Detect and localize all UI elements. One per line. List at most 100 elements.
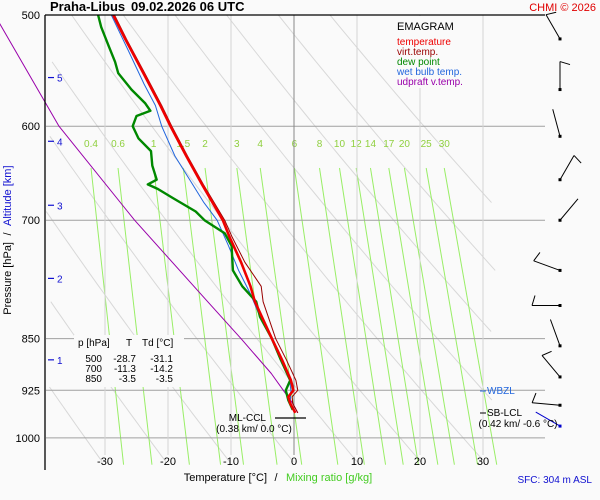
datetime: 09.02.2026 06 UTC	[131, 0, 245, 14]
wind-barb	[545, 11, 562, 41]
mixing-ratio-label: 1.5	[176, 139, 190, 150]
altitude-tick-label: 4	[57, 137, 63, 148]
temperature-tick-label: -30	[97, 456, 113, 468]
dry-adiabat	[277, 14, 496, 271]
ml-ccl-value: (0.38 km/ 0.0 °C)	[216, 424, 292, 435]
pressure-tick-label: 1000	[16, 433, 40, 445]
mixing-ratio-line	[369, 167, 419, 465]
mixing-ratio-line	[259, 167, 303, 465]
pressure-tick-label: 925	[22, 385, 40, 397]
info-table-background	[74, 335, 184, 387]
mixing-ratio-label: 6	[292, 139, 298, 150]
altitude-tick-label: 1	[57, 356, 63, 367]
altitude-tick-label: 2	[57, 274, 63, 285]
altitude-tick-label: 3	[57, 201, 63, 212]
info-table: p [hPa] T Td [°C] 500 -28.7 -31.1 700 -1…	[74, 335, 184, 387]
altitude-tick-label: 5	[57, 74, 63, 85]
mixing-ratio-label: 0.6	[111, 139, 125, 150]
wbzl-label: WBZL	[487, 386, 515, 397]
info-table-row-p: 500	[85, 354, 102, 365]
wind-barb-feather	[545, 11, 557, 16]
mixing-ratio-line	[204, 167, 244, 465]
dry-adiabat	[71, 14, 422, 463]
x-axis-separator: /	[274, 472, 278, 484]
mixing-ratio-line	[153, 167, 190, 465]
profile-series	[0, 14, 299, 414]
mixing-ratio-line	[236, 167, 278, 465]
mixing-ratio-label: 30	[439, 139, 451, 150]
legend-updraft: udpraft v.temp.	[397, 77, 463, 88]
wind-barb-feather	[531, 392, 537, 403]
wind-barb	[535, 411, 562, 428]
wind-barb	[531, 295, 562, 308]
temperature-tick-label: 10	[351, 456, 363, 468]
mixing-ratio-label: 25	[421, 139, 433, 150]
temperature-tick-label: -10	[223, 456, 239, 468]
mixing-ratio-line	[355, 167, 404, 465]
mixing-ratio-label: 14	[365, 139, 377, 150]
pressure-tick-label: 500	[22, 10, 40, 22]
temperature-tick-label: 0	[291, 456, 297, 468]
wind-barb	[549, 319, 562, 348]
info-table-row-td: -31.1	[150, 354, 173, 365]
info-table-header-t: T	[126, 338, 132, 349]
mixing-ratio-label: 20	[399, 139, 411, 150]
legend-virt-temp: virt.temp.	[397, 47, 438, 58]
x-axis-label-temperature: Temperature [°C]	[184, 472, 267, 484]
mixing-ratio-line	[425, 167, 479, 465]
info-table-row-td: -14.2	[150, 364, 173, 375]
wind-barb-staff	[552, 109, 561, 137]
wind-barb	[558, 155, 582, 182]
info-table-header-p: p [hPa]	[78, 338, 110, 349]
mixing-ratio-line	[338, 167, 387, 465]
mixing-ratio-label: 2	[202, 139, 208, 150]
sb-lcl-value: (0.42 km/ -0.6 °C)	[478, 419, 557, 430]
legend: EMAGRAM temperature virt.temp. dew point…	[393, 16, 479, 88]
mixing-ratio-line	[182, 167, 222, 465]
mixing-ratio-line	[117, 167, 153, 465]
y-axis-separator: /	[2, 232, 14, 236]
wind-barb-staff	[532, 402, 561, 406]
dry-adiabat	[51, 61, 358, 463]
dry-adiabat	[329, 14, 492, 203]
wind-barbs	[531, 11, 582, 428]
temperature-tick-label: -20	[160, 456, 176, 468]
mixing-ratio-line	[403, 167, 455, 465]
wind-barb	[558, 198, 579, 222]
temperature-tick-label: 20	[414, 456, 426, 468]
y-axis-label: Pressure [hPa] / Altitude [km]	[2, 165, 14, 314]
wind-barb-staff	[559, 198, 579, 221]
mixing-ratio-line	[319, 167, 365, 465]
dry-adiabat	[226, 14, 492, 332]
info-table-row-td: -3.5	[156, 374, 174, 385]
y-axis-label-altitude: Altitude [km]	[2, 165, 14, 226]
wind-barb-feather	[573, 155, 582, 164]
info-table-row-t: -11.3	[114, 364, 136, 375]
wind-barb-feather	[531, 295, 536, 306]
wind-barb-staff	[545, 14, 561, 40]
mixing-ratio-label: 8	[317, 139, 323, 150]
mixing-ratio-label: 10	[334, 139, 346, 150]
info-table-row-t: -28.7	[113, 354, 136, 365]
mixing-ratio-label: 4	[257, 139, 263, 150]
annotations: ML-CCL (0.38 km/ 0.0 °C) WBZL SB-LCL (0.…	[216, 386, 557, 435]
mixing-ratio-label: 1	[151, 139, 157, 150]
series-temperature	[112, 14, 297, 414]
y-axis-label-pressure: Pressure [hPa]	[2, 242, 14, 315]
legend-wet-bulb: wet bulb temp.	[396, 67, 462, 78]
wind-barb-feather	[533, 252, 541, 262]
wind-barb-staff	[541, 355, 561, 378]
pressure-tick-label: 700	[22, 215, 40, 227]
dry-adiabat	[174, 14, 493, 401]
ml-ccl-label: ML-CCL	[229, 413, 267, 424]
legend-dew-point: dew point	[397, 57, 440, 68]
dry-adiabat	[49, 136, 294, 463]
pressure-tick-label: 850	[22, 334, 40, 346]
dry-adiabat	[122, 14, 485, 463]
legend-temperature: temperature	[397, 37, 451, 48]
mixing-ratio-label: 12	[351, 139, 363, 150]
mixing-ratio-label: 0.4	[84, 139, 98, 150]
info-table-row-p: 850	[85, 374, 102, 385]
